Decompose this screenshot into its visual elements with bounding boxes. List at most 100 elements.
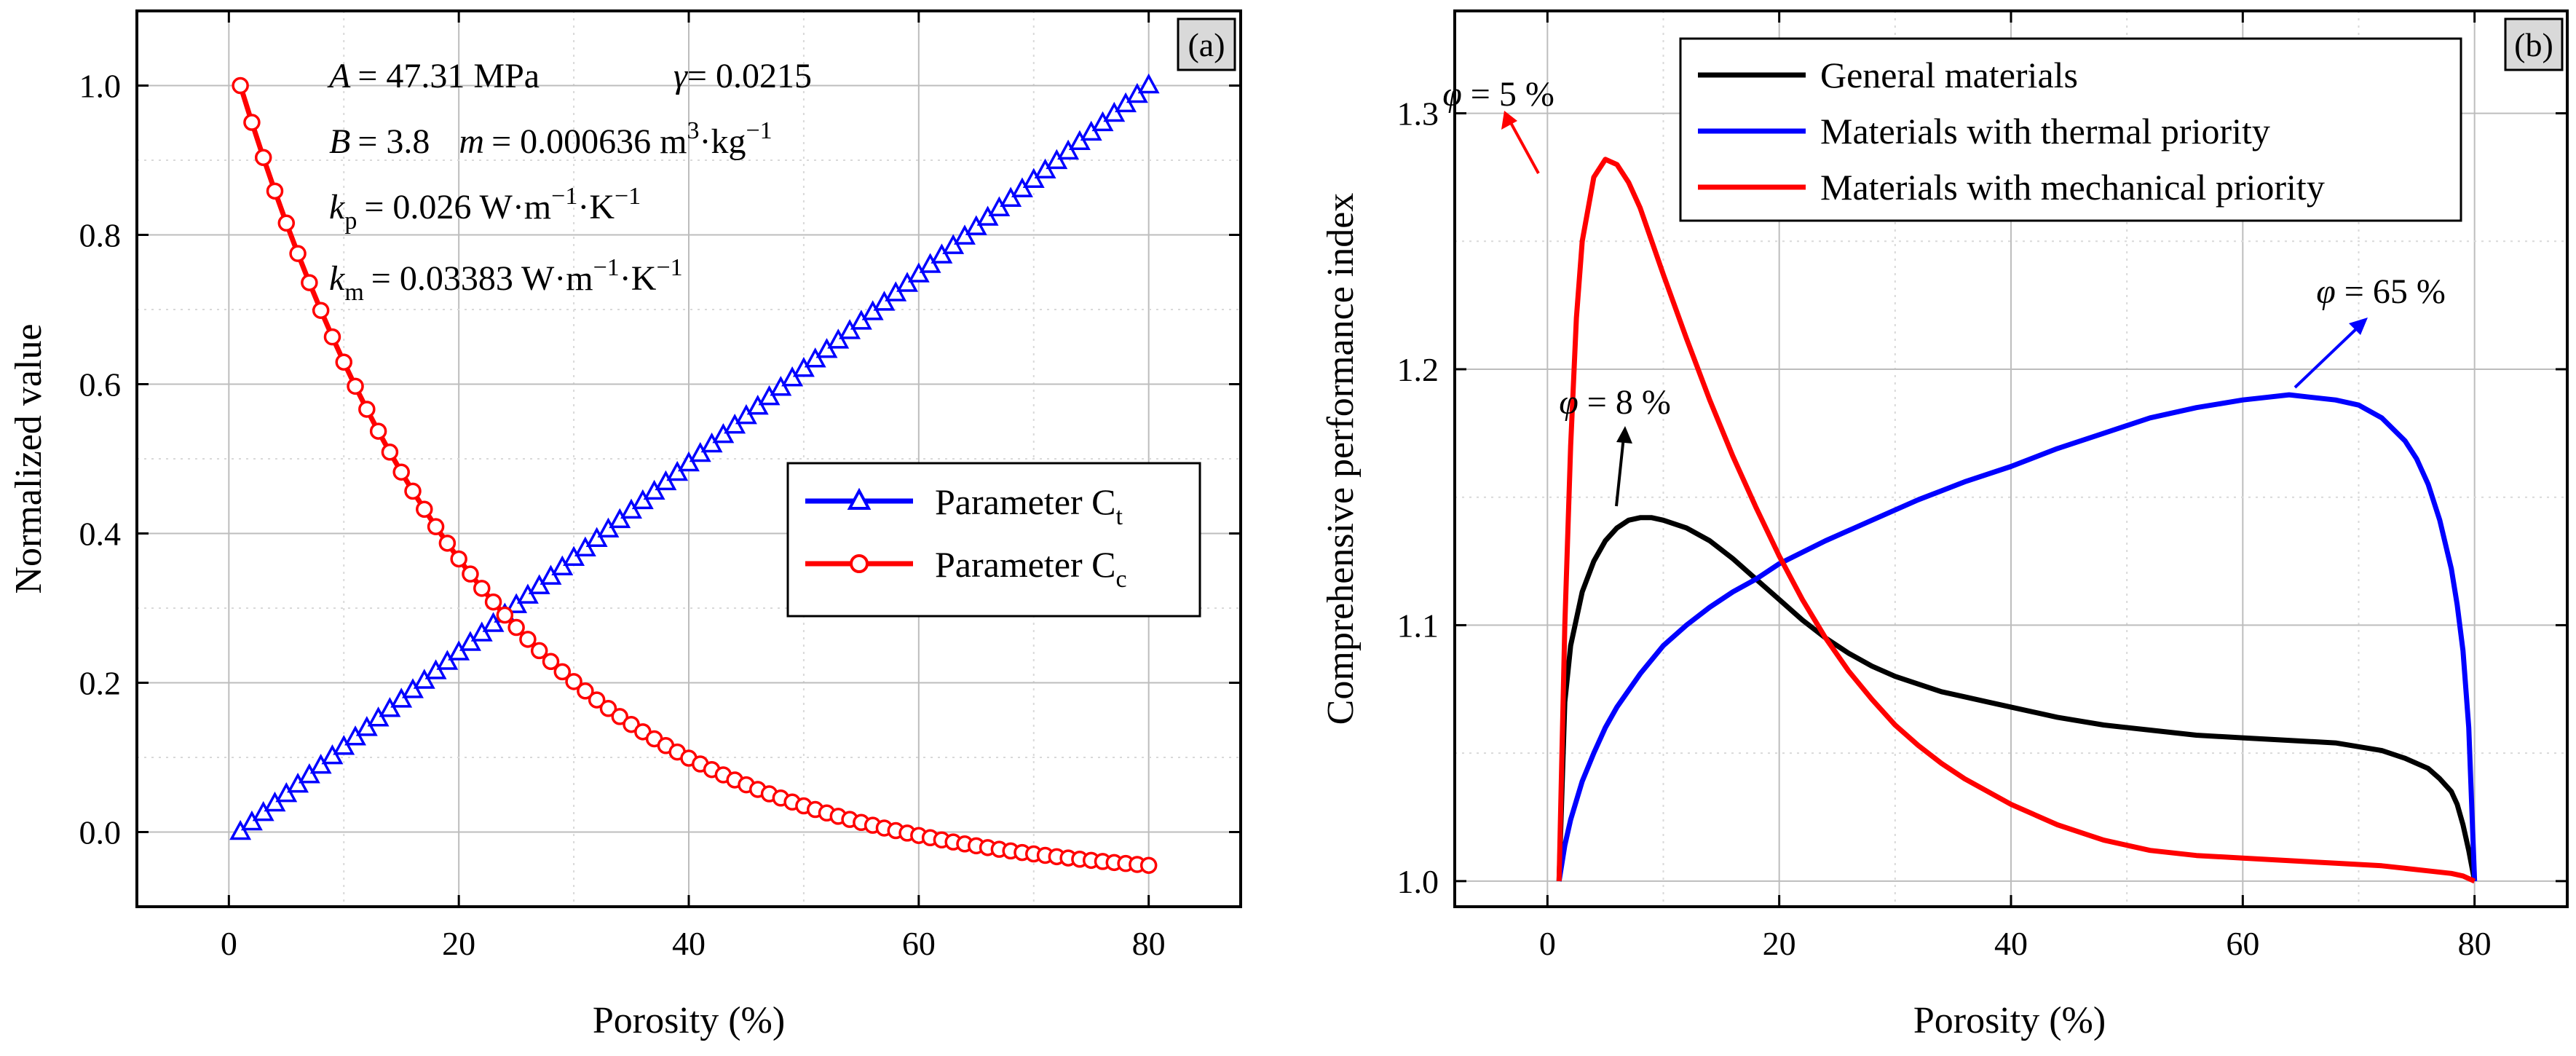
data-point-parameter-c-c (1139, 856, 1158, 874)
data-point-parameter-c-t (666, 460, 689, 481)
param-a: A = 47.31 MPa (327, 57, 540, 95)
data-point-parameter-c-c (277, 214, 296, 232)
plot-area-b (1556, 157, 2478, 884)
data-point-parameter-c-t (919, 253, 941, 273)
series-line-materials-with-thermal-priority (1556, 392, 2478, 882)
data-point-parameter-c-t (954, 224, 976, 245)
data-point-parameter-c-t (355, 716, 378, 736)
data-point-parameter-c-t (436, 650, 459, 670)
data-point-parameter-c-t (379, 697, 401, 717)
data-point-parameter-c-t (585, 527, 608, 548)
data-point-parameter-c-t (700, 432, 723, 453)
data-point-parameter-c-t (643, 479, 665, 500)
data-point-parameter-c-c (565, 673, 582, 690)
legend-label-ct: Parameter Ct (935, 481, 1123, 530)
data-point-parameter-c-c (462, 565, 479, 583)
data-point-parameter-c-t (988, 196, 1011, 216)
data-point-parameter-c-c (438, 535, 457, 552)
data-point-parameter-c-t (390, 687, 413, 708)
data-point-parameter-c-c (254, 149, 272, 167)
data-point-parameter-c-t (976, 205, 999, 226)
data-point-parameter-c-t (563, 545, 585, 566)
legend-label-cc: Parameter Cc (935, 544, 1127, 593)
data-point-parameter-c-t (1091, 111, 1114, 132)
data-point-parameter-c-t (229, 819, 252, 840)
data-point-parameter-c-c (392, 463, 410, 481)
data-point-parameter-c-t (896, 272, 918, 292)
legend-label-mechanical: Materials with mechanical priority (1820, 167, 2325, 208)
data-point-parameter-c-c (577, 682, 594, 700)
data-point-parameter-c-t (482, 612, 505, 632)
data-point-parameter-c-c (473, 580, 491, 597)
chart-panel-a: 0 20 40 60 80 0.0 0.2 0.4 0.6 0.8 1.0 (a) Porosity… (8, 9, 1242, 1041)
x-tick-label: 0 (221, 925, 237, 962)
y-tick-label: 0.8 (79, 217, 122, 254)
y-axis-label-b: Comprehensive performance index (1320, 193, 1362, 725)
legend-b: General materials Materials with thermal… (1679, 37, 2462, 222)
peak-annotations: φ = 5 % φ = 8 % φ = 65 % (1442, 75, 2446, 507)
data-point-parameter-c-t (516, 583, 539, 604)
y-tick-label: 0.4 (79, 516, 122, 553)
data-point-parameter-c-c (611, 708, 628, 725)
data-point-parameter-c-t (931, 243, 953, 264)
annotation-arrowhead-8 (1616, 426, 1632, 444)
data-point-parameter-c-t (1000, 186, 1022, 207)
legend-box-a (786, 462, 1201, 618)
y-tick-label: 0.6 (79, 366, 122, 403)
annotation-arrow-65 (2293, 325, 2360, 389)
data-point-parameter-c-c (289, 245, 307, 262)
data-point-parameter-c-t (574, 536, 596, 557)
annotation-arrow-5 (1508, 119, 1540, 174)
data-point-parameter-c-t (424, 659, 447, 679)
y-tick-label: 1.1 (1397, 607, 1439, 644)
data-point-parameter-c-t (815, 338, 838, 358)
data-point-parameter-c-t (1011, 177, 1033, 197)
data-point-parameter-c-c (312, 302, 330, 319)
data-point-parameter-c-c (507, 618, 525, 637)
data-point-parameter-c-t (344, 725, 366, 746)
x-axis-label-a: Porosity (%) (593, 1000, 785, 1041)
data-point-parameter-c-c (530, 642, 548, 660)
x-axis-label-b: Porosity (%) (1913, 1000, 2106, 1041)
data-point-parameter-c-t (620, 498, 642, 519)
data-point-parameter-c-t (850, 310, 872, 330)
data-point-parameter-c-t (551, 555, 574, 575)
data-point-parameter-c-t (678, 451, 700, 472)
x-tick-label: 80 (2458, 925, 2492, 962)
data-point-parameter-c-c (404, 482, 422, 500)
y-tick-label: 0.0 (79, 814, 122, 851)
data-point-parameter-c-t (321, 744, 344, 765)
data-point-parameter-c-t (448, 640, 470, 661)
legend-marker-cc (850, 554, 869, 573)
data-point-parameter-c-t (240, 810, 263, 831)
data-point-parameter-c-t (597, 517, 620, 538)
data-point-parameter-c-c (484, 593, 502, 611)
data-point-parameter-c-t (735, 403, 757, 425)
data-point-parameter-c-t (770, 376, 792, 396)
data-point-parameter-c-c (588, 691, 606, 709)
panel-label-box-a (1177, 17, 1236, 71)
data-point-parameter-c-c (553, 663, 572, 681)
x-tick-label: 80 (1132, 925, 1166, 962)
y-tick-label: 1.0 (1397, 863, 1439, 900)
data-point-parameter-c-t (712, 422, 735, 444)
legend-marker-ct (847, 487, 872, 510)
data-point-parameter-c-t (609, 508, 631, 529)
data-point-parameter-c-t (1068, 130, 1091, 151)
data-point-parameter-c-c (243, 114, 261, 131)
data-point-parameter-c-c (416, 500, 433, 519)
data-point-parameter-c-t (861, 300, 884, 320)
annotation-phi-65: φ = 65 % (2316, 272, 2446, 311)
data-point-parameter-c-c (381, 444, 399, 461)
legend-a: Parameter Ct Parameter Cc (786, 462, 1201, 618)
ticks-a: 0 20 40 60 80 0.0 0.2 0.4 0.6 0.8 1.0 (79, 11, 1241, 962)
data-point-parameter-c-t (505, 593, 528, 613)
param-kp: kp = 0.026 W·m−1·K−1 (329, 183, 641, 235)
data-point-parameter-c-t (885, 281, 907, 302)
data-point-parameter-c-t (1034, 158, 1056, 178)
data-point-parameter-c-t (309, 754, 332, 774)
annotation-arrowhead-5 (1501, 111, 1517, 130)
data-point-parameter-c-t (287, 772, 309, 793)
panel-label-b: (b) (2514, 26, 2553, 63)
